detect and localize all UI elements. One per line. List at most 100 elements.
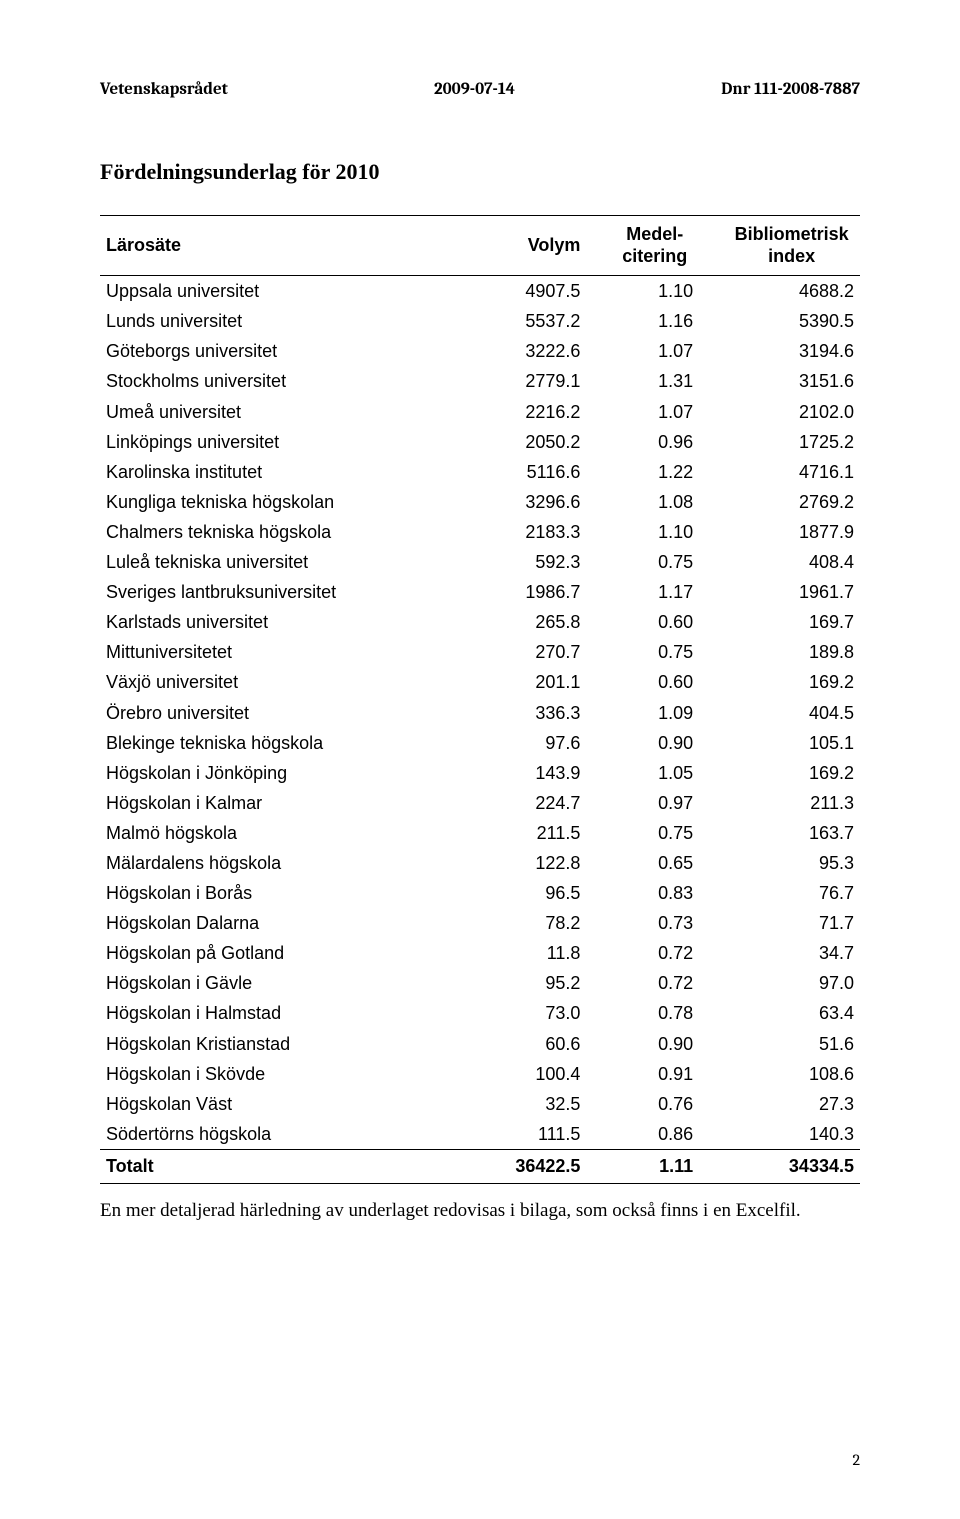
cell-name: Högskolan i Gävle [100, 968, 450, 998]
cell-index: 163.7 [723, 818, 860, 848]
table-row: Chalmers tekniska högskola2183.31.101877… [100, 517, 860, 547]
cell-index: 34.7 [723, 938, 860, 968]
table-row: Göteborgs universitet3222.61.073194.6 [100, 336, 860, 366]
cell-index: 1877.9 [723, 517, 860, 547]
cell-medel: 1.17 [586, 577, 723, 607]
table-row: Umeå universitet2216.21.072102.0 [100, 397, 860, 427]
header-org: Vetenskapsrådet [100, 80, 228, 99]
cell-medel: 1.16 [586, 306, 723, 336]
cell-volym: 592.3 [450, 547, 587, 577]
cell-medel: 1.10 [586, 517, 723, 547]
cell-name: Växjö universitet [100, 667, 450, 697]
cell-medel: 0.65 [586, 848, 723, 878]
cell-name: Karlstads universitet [100, 607, 450, 637]
cell-index: 4688.2 [723, 276, 860, 307]
cell-name: Göteborgs universitet [100, 336, 450, 366]
cell-medel: 0.72 [586, 968, 723, 998]
header-ref: Dnr 111-2008-7887 [721, 80, 860, 99]
cell-volym: 265.8 [450, 607, 587, 637]
total-volym: 36422.5 [450, 1149, 587, 1183]
table-row: Högskolan i Skövde100.40.91108.6 [100, 1059, 860, 1089]
cell-volym: 2050.2 [450, 427, 587, 457]
cell-index: 1725.2 [723, 427, 860, 457]
cell-index: 51.6 [723, 1029, 860, 1059]
cell-volym: 201.1 [450, 667, 587, 697]
header-date: 2009-07-14 [434, 80, 515, 99]
cell-medel: 0.83 [586, 878, 723, 908]
cell-index: 5390.5 [723, 306, 860, 336]
cell-index: 3194.6 [723, 336, 860, 366]
cell-name: Högskolan i Kalmar [100, 788, 450, 818]
cell-index: 108.6 [723, 1059, 860, 1089]
cell-medel: 0.90 [586, 1029, 723, 1059]
cell-volym: 1986.7 [450, 577, 587, 607]
page-number: 2 [852, 1451, 860, 1469]
cell-index: 2769.2 [723, 487, 860, 517]
cell-index: 76.7 [723, 878, 860, 908]
cell-volym: 5116.6 [450, 457, 587, 487]
allocation-table: Lärosäte Volym Medel- citering Bibliomet… [100, 215, 860, 1184]
table-row: Sveriges lantbruksuniversitet1986.71.171… [100, 577, 860, 607]
table-row: Högskolan i Jönköping143.91.05169.2 [100, 758, 860, 788]
cell-medel: 1.09 [586, 698, 723, 728]
table-row: Södertörns högskola111.50.86140.3 [100, 1119, 860, 1150]
cell-index: 4716.1 [723, 457, 860, 487]
table-row: Högskolan Dalarna78.20.7371.7 [100, 908, 860, 938]
table-row: Högskolan i Borås96.50.8376.7 [100, 878, 860, 908]
cell-index: 63.4 [723, 998, 860, 1028]
table-row: Högskolan på Gotland11.80.7234.7 [100, 938, 860, 968]
cell-medel: 1.08 [586, 487, 723, 517]
cell-volym: 95.2 [450, 968, 587, 998]
cell-index: 408.4 [723, 547, 860, 577]
cell-medel: 1.05 [586, 758, 723, 788]
table-row: Högskolan i Halmstad73.00.7863.4 [100, 998, 860, 1028]
cell-volym: 78.2 [450, 908, 587, 938]
total-index: 34334.5 [723, 1149, 860, 1183]
cell-medel: 0.75 [586, 818, 723, 848]
cell-volym: 11.8 [450, 938, 587, 968]
cell-volym: 3222.6 [450, 336, 587, 366]
cell-volym: 211.5 [450, 818, 587, 848]
cell-volym: 2183.3 [450, 517, 587, 547]
cell-index: 105.1 [723, 728, 860, 758]
document-header: Vetenskapsrådet 2009-07-14 Dnr 111-2008-… [100, 80, 860, 99]
table-row: Luleå tekniska universitet592.30.75408.4 [100, 547, 860, 577]
cell-medel: 0.96 [586, 427, 723, 457]
cell-index: 169.2 [723, 758, 860, 788]
col-header-volym: Volym [450, 216, 587, 276]
cell-medel: 0.76 [586, 1089, 723, 1119]
cell-name: Mälardalens högskola [100, 848, 450, 878]
cell-volym: 224.7 [450, 788, 587, 818]
table-row: Malmö högskola211.50.75163.7 [100, 818, 860, 848]
cell-name: Umeå universitet [100, 397, 450, 427]
table-total-row: Totalt 36422.5 1.11 34334.5 [100, 1149, 860, 1183]
table-row: Högskolan i Gävle95.20.7297.0 [100, 968, 860, 998]
cell-name: Lunds universitet [100, 306, 450, 336]
cell-index: 211.3 [723, 788, 860, 818]
cell-index: 95.3 [723, 848, 860, 878]
cell-volym: 32.5 [450, 1089, 587, 1119]
cell-volym: 270.7 [450, 637, 587, 667]
cell-volym: 2779.1 [450, 366, 587, 396]
cell-medel: 0.73 [586, 908, 723, 938]
cell-name: Stockholms universitet [100, 366, 450, 396]
total-medel: 1.11 [586, 1149, 723, 1183]
page-title: Fördelningsunderlag för 2010 [100, 159, 860, 185]
table-row: Karolinska institutet5116.61.224716.1 [100, 457, 860, 487]
cell-name: Mittuniversitetet [100, 637, 450, 667]
table-row: Högskolan Kristianstad60.60.9051.6 [100, 1029, 860, 1059]
table-row: Högskolan Väst32.50.7627.3 [100, 1089, 860, 1119]
cell-name: Sveriges lantbruksuniversitet [100, 577, 450, 607]
cell-name: Uppsala universitet [100, 276, 450, 307]
col-header-larosate: Lärosäte [100, 216, 450, 276]
cell-name: Örebro universitet [100, 698, 450, 728]
cell-medel: 1.07 [586, 336, 723, 366]
cell-volym: 73.0 [450, 998, 587, 1028]
cell-name: Högskolan Kristianstad [100, 1029, 450, 1059]
cell-index: 169.7 [723, 607, 860, 637]
footnote-text: En mer detaljerad härledning av underlag… [100, 1200, 860, 1222]
cell-volym: 100.4 [450, 1059, 587, 1089]
cell-volym: 96.5 [450, 878, 587, 908]
cell-volym: 3296.6 [450, 487, 587, 517]
table-row: Mälardalens högskola122.80.6595.3 [100, 848, 860, 878]
